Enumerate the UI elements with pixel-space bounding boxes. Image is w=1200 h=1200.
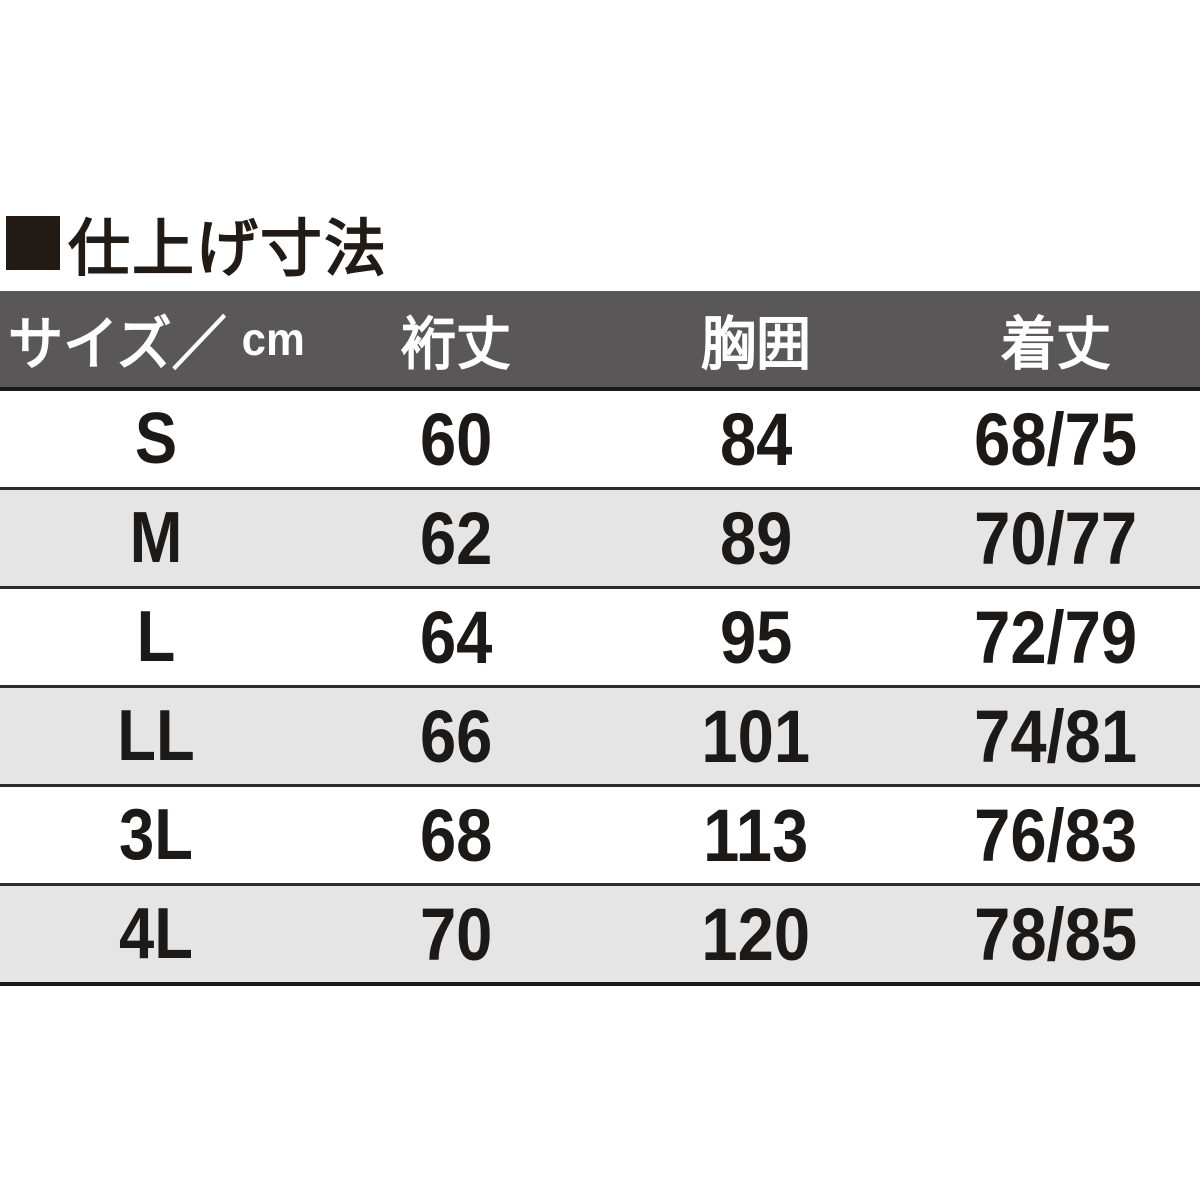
chest-cell: 95 <box>600 595 912 680</box>
size-cell: 4L <box>0 893 312 975</box>
length-cell: 74/81 <box>912 694 1200 779</box>
sleeve-cell: 66 <box>312 694 600 779</box>
column-header-sleeve: 裄丈 <box>312 297 600 381</box>
sleeve-cell: 62 <box>312 496 600 581</box>
table-row-m: M 62 89 70/77 <box>0 487 1200 586</box>
size-header-label: サイズ／ <box>8 312 227 377</box>
size-cell: L <box>0 596 312 678</box>
chest-value: 101 <box>701 694 811 778</box>
section-title-text: 仕上げ寸法 <box>68 215 389 284</box>
size-value: M <box>129 498 183 578</box>
chest-cell: 113 <box>600 793 912 878</box>
size-cell: S <box>0 398 312 480</box>
sleeve-cell: 68 <box>312 793 600 878</box>
chest-header-label: 胸囲 <box>700 312 812 377</box>
sleeve-value: 62 <box>419 496 493 580</box>
size-spec-table: サイズ／ cm 裄丈 胸囲 着丈 S 60 84 68/75 M 62 <box>0 291 1200 986</box>
length-value: 74/81 <box>974 694 1138 778</box>
sleeve-value: 68 <box>419 793 493 877</box>
size-cell: 3L <box>0 794 312 876</box>
table-row-l: L 64 95 72/79 <box>0 586 1200 685</box>
table-row-s: S 60 84 68/75 <box>0 391 1200 487</box>
size-value: S <box>134 399 178 479</box>
length-value: 70/77 <box>974 496 1138 580</box>
table-row-ll: LL 66 101 74/81 <box>0 685 1200 784</box>
length-header-label: 着丈 <box>1000 312 1112 377</box>
chest-cell: 84 <box>600 397 912 482</box>
chest-cell: 101 <box>600 694 912 779</box>
section-title: 仕上げ寸法 <box>6 198 388 288</box>
chest-value: 89 <box>719 496 793 580</box>
chest-value: 95 <box>719 595 793 679</box>
sleeve-value: 66 <box>419 694 493 778</box>
column-header-size: サイズ／ cm <box>0 297 312 381</box>
length-value: 72/79 <box>974 595 1138 679</box>
length-cell: 70/77 <box>912 496 1200 581</box>
chest-cell: 89 <box>600 496 912 581</box>
length-cell: 76/83 <box>912 793 1200 878</box>
size-value: L <box>136 597 176 677</box>
sleeve-cell: 70 <box>312 892 600 977</box>
sleeve-value: 64 <box>419 595 493 679</box>
sleeve-header-label: 裄丈 <box>400 312 512 377</box>
size-value: LL <box>117 696 195 776</box>
size-cell: LL <box>0 695 312 777</box>
column-header-chest: 胸囲 <box>600 297 912 381</box>
length-value: 76/83 <box>974 793 1138 877</box>
length-value: 78/85 <box>974 892 1138 976</box>
chest-cell: 120 <box>600 892 912 977</box>
chest-value: 84 <box>719 397 793 481</box>
table-row-3l: 3L 68 113 76/83 <box>0 784 1200 883</box>
chest-value: 113 <box>703 793 809 877</box>
table-body: S 60 84 68/75 M 62 89 70/77 L 64 95 72/7… <box>0 391 1200 986</box>
length-cell: 72/79 <box>912 595 1200 680</box>
size-value: 4L <box>119 894 193 974</box>
sleeve-cell: 64 <box>312 595 600 680</box>
unit-label: cm <box>241 313 306 365</box>
table-header-row: サイズ／ cm 裄丈 胸囲 着丈 <box>0 291 1200 391</box>
size-cell: M <box>0 497 312 579</box>
length-cell: 68/75 <box>912 397 1200 482</box>
column-header-length: 着丈 <box>912 297 1200 381</box>
length-cell: 78/85 <box>912 892 1200 977</box>
black-square-icon <box>6 216 60 270</box>
table-row-4l: 4L 70 120 78/85 <box>0 883 1200 982</box>
sleeve-cell: 60 <box>312 397 600 482</box>
chest-value: 120 <box>701 892 811 976</box>
sleeve-value: 70 <box>419 892 493 976</box>
sleeve-value: 60 <box>419 397 493 481</box>
length-value: 68/75 <box>974 397 1138 481</box>
size-value: 3L <box>119 795 193 875</box>
